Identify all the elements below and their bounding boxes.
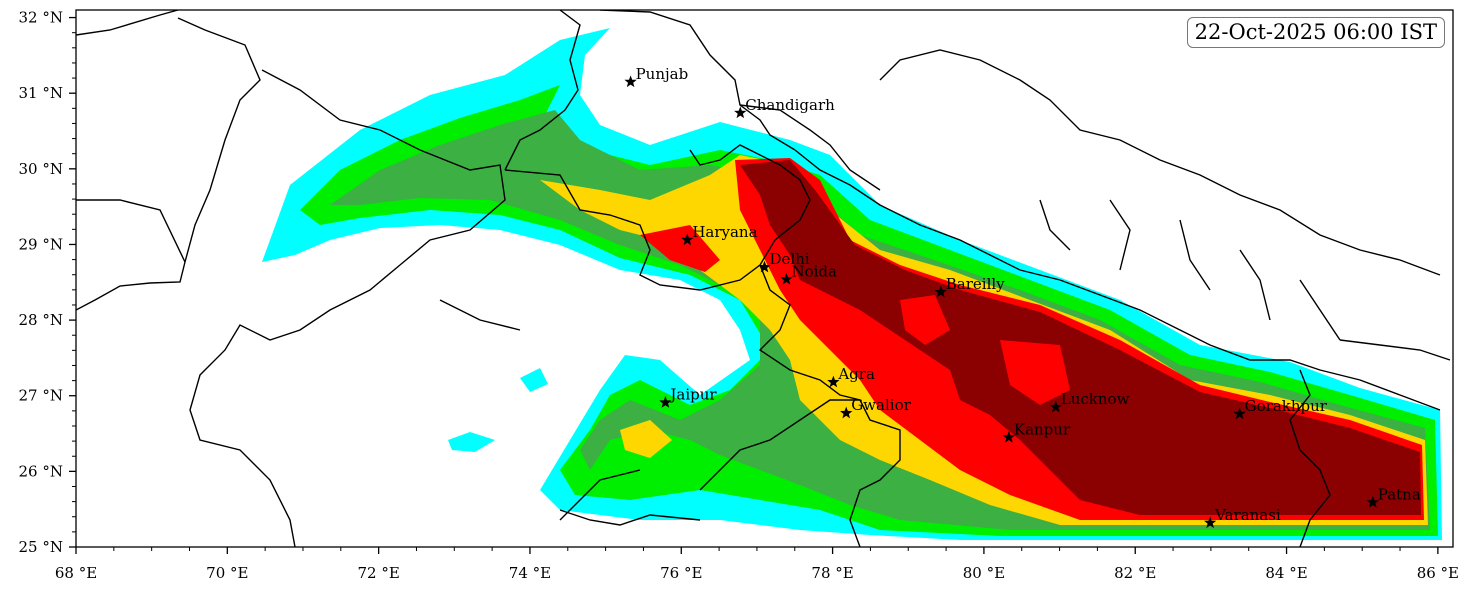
x-tick-label: 72 °E xyxy=(357,564,399,582)
y-tick-label: 25 °N xyxy=(19,538,63,556)
field-level-1b xyxy=(448,432,495,452)
uttarakhand-border xyxy=(739,104,881,191)
city-star-marker xyxy=(1233,407,1246,420)
y-tick-label: 32 °N xyxy=(19,9,63,27)
city-star-marker xyxy=(734,106,747,119)
city-label: Agra xyxy=(837,365,875,383)
x-tick-label: 84 °E xyxy=(1265,564,1307,582)
city-label: Jaipur xyxy=(668,386,717,404)
city-star-marker xyxy=(1002,430,1016,443)
city-label: Haryana xyxy=(692,223,757,241)
y-tick-label: 26 °N xyxy=(19,462,63,480)
field-level-6 xyxy=(640,225,720,272)
mp-border xyxy=(559,399,860,526)
jk-border xyxy=(599,10,796,151)
city-star-marker xyxy=(827,375,840,388)
boundary-lines xyxy=(76,10,1451,547)
y-tick-label: 27 °N xyxy=(19,387,63,405)
city-star-marker xyxy=(624,75,637,88)
pakistan-border xyxy=(76,10,261,311)
city-label: Noida xyxy=(791,262,837,280)
y-tick-label: 28 °N xyxy=(19,311,63,329)
sindh-border xyxy=(76,199,186,263)
field-red-pocket-2 xyxy=(900,295,950,345)
city-label: Chandigarh xyxy=(745,96,835,114)
up-north-border xyxy=(794,149,1441,411)
plot-frame xyxy=(75,9,1454,548)
city-star-marker xyxy=(1049,400,1062,413)
axis-ticks xyxy=(69,16,1439,554)
city-star-marker xyxy=(840,406,853,419)
city-label: Varanasi xyxy=(1214,506,1281,524)
city-star-marker xyxy=(934,285,947,298)
city-label: Kanpur xyxy=(1014,420,1071,438)
field-level-5b xyxy=(620,420,672,458)
x-tick-label: 80 °E xyxy=(963,564,1005,582)
precipitation-field xyxy=(262,28,1442,540)
axis-tick-labels: 68 °E 70 °E 72 °E 74 °E 76 °E 78 °E 80 °E 82 °E… xyxy=(19,9,1460,582)
city-label: Lucknow xyxy=(1061,390,1130,408)
city-star-marker xyxy=(1366,495,1379,508)
up-west-border xyxy=(758,264,901,547)
city-label: Patna xyxy=(1378,485,1421,503)
y-tick-label: 29 °N xyxy=(19,235,63,253)
x-tick-label: 74 °E xyxy=(509,564,551,582)
city-label: Gwalior xyxy=(851,396,911,414)
timestamp-box: 22-Oct-2025 06:00 IST xyxy=(1186,17,1445,48)
x-tick-label: 82 °E xyxy=(1114,564,1156,582)
y-tick-label: 31 °N xyxy=(19,84,63,102)
city-star-marker xyxy=(780,272,793,285)
x-tick-label: 68 °E xyxy=(55,564,97,582)
x-tick-label: 70 °E xyxy=(206,564,248,582)
india-east xyxy=(1339,339,1451,361)
city-label: Bareilly xyxy=(946,275,1005,293)
x-tick-label: 76 °E xyxy=(660,564,702,582)
city-label: Delhi xyxy=(770,250,810,268)
city-label: Punjab xyxy=(636,65,689,83)
city-star-marker xyxy=(681,233,694,246)
x-tick-label: 86 °E xyxy=(1417,564,1459,582)
field-red-pocket-1 xyxy=(1000,340,1070,405)
y-tick-label: 30 °N xyxy=(19,160,63,178)
city-label: Gorakhpur xyxy=(1245,397,1328,415)
field-level-1c xyxy=(520,368,548,392)
city-star-marker xyxy=(1204,516,1217,529)
india-pakistan-border xyxy=(189,69,506,547)
timestamp-text: 22-Oct-2025 06:00 IST xyxy=(1194,20,1437,44)
field-level-7 xyxy=(740,160,1421,515)
rajasthan-interior xyxy=(439,299,641,521)
x-tick-label: 78 °E xyxy=(811,564,853,582)
city-star-marker xyxy=(659,396,672,408)
nepal-provinces xyxy=(1039,199,1341,341)
city-star-marker xyxy=(758,260,771,273)
nepal-border xyxy=(879,49,1441,276)
punjab-outline xyxy=(504,10,581,171)
bihar-border xyxy=(1289,369,1331,547)
